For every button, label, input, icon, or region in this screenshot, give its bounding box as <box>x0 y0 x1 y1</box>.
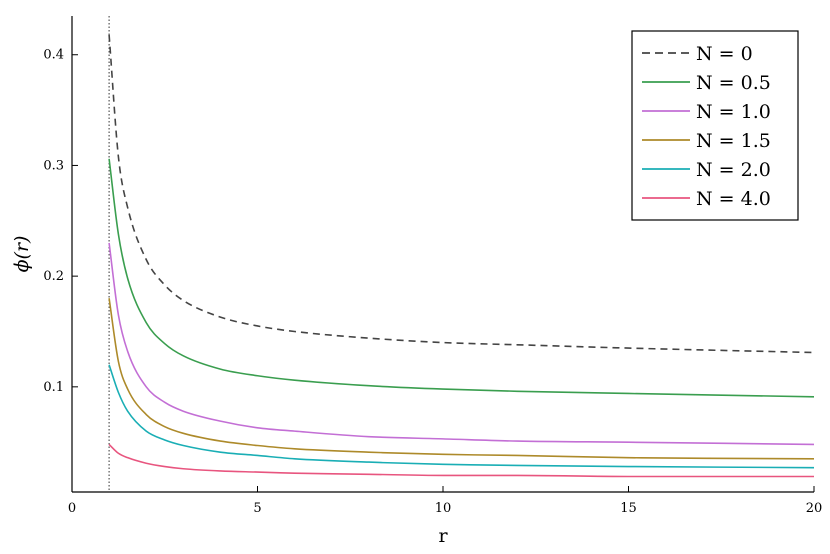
series-line-0 <box>108 34 815 354</box>
legend-box <box>631 30 799 221</box>
x-tick-label: 5 <box>253 501 261 516</box>
legend-label-3: N = 1.5 <box>696 130 771 152</box>
x-axis-title: r <box>438 525 448 547</box>
legend: N = 0 N = 0.5 N = 1.0 N = 1.5 N = 2.0 N = 4.0 <box>631 30 799 221</box>
x-ticks: 0 5 10 15 20 <box>68 486 822 516</box>
x-tick-label: 20 <box>806 501 823 516</box>
legend-label-5: N = 4.0 <box>696 188 771 210</box>
x-tick-label: 15 <box>620 501 637 516</box>
series-line-2 <box>108 242 815 446</box>
legend-label-2: N = 1.0 <box>696 101 771 123</box>
y-tick-label: 0.3 <box>43 158 64 173</box>
series-line-4 <box>108 364 815 469</box>
y-axis-title: ϕ(r) <box>11 236 33 273</box>
y-ticks: 0.1 0.2 0.3 0.4 <box>43 48 78 395</box>
series-line-3 <box>108 298 815 460</box>
y-tick-label: 0.1 <box>43 380 64 395</box>
y-tick-label: 0.4 <box>43 48 64 63</box>
x-tick-label: 10 <box>435 501 452 516</box>
legend-label-0: N = 0 <box>696 43 753 65</box>
x-tick-label: 0 <box>68 501 76 516</box>
series-line-5 <box>108 443 814 478</box>
legend-label-1: N = 0.5 <box>696 72 771 94</box>
y-tick-label: 0.2 <box>43 269 64 284</box>
plot-area <box>108 16 815 492</box>
series-line-1 <box>108 158 815 398</box>
legend-label-4: N = 2.0 <box>696 159 771 181</box>
